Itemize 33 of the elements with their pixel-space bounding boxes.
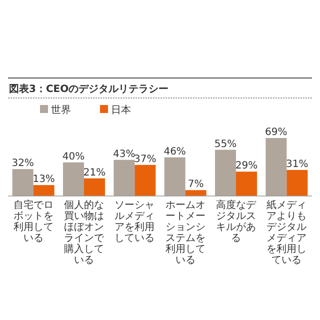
legend-label: 日本: [111, 104, 131, 116]
data-label: 21%: [83, 167, 106, 178]
data-label: 31%: [286, 158, 308, 170]
bar: [286, 170, 308, 196]
chart-title: 図表3：CEOのデジタルリテラシー: [9, 83, 169, 95]
data-label: 7%: [188, 179, 204, 190]
bar: [266, 138, 287, 196]
bar: [134, 164, 156, 196]
data-label: 69%: [265, 127, 288, 138]
x-tick-label: 紙メディアよりもデジタルメディアを利用している: [266, 199, 307, 266]
data-label: 37%: [134, 154, 156, 165]
data-label: 29%: [235, 160, 258, 172]
data-label: 46%: [164, 146, 186, 158]
legend-label: 世界: [51, 104, 71, 116]
bar: [236, 172, 257, 196]
data-label: 13%: [32, 174, 55, 186]
bar: [12, 169, 34, 196]
bar: [114, 160, 135, 196]
bar: [164, 157, 186, 196]
x-tick-label: 自宅でロボットを利用している: [13, 199, 54, 244]
x-tick-label: ホームオートメーションシステムを利用している: [165, 200, 206, 266]
x-tick-label: ソーシャルメディアを利用している: [114, 200, 155, 244]
bar: [185, 190, 206, 196]
data-label: 55%: [214, 138, 237, 150]
bar: [63, 162, 84, 196]
x-tick-label: 高度なデジタルスキルがある: [216, 199, 257, 244]
data-label: 32%: [12, 158, 34, 170]
bar: [33, 185, 54, 196]
bar: [215, 150, 236, 196]
bar: [84, 178, 105, 196]
x-tick-label: 個人的な買い物はほぼオンラインで購入している: [64, 200, 105, 266]
data-label: 43%: [113, 148, 136, 160]
data-label: 40%: [62, 151, 85, 162]
